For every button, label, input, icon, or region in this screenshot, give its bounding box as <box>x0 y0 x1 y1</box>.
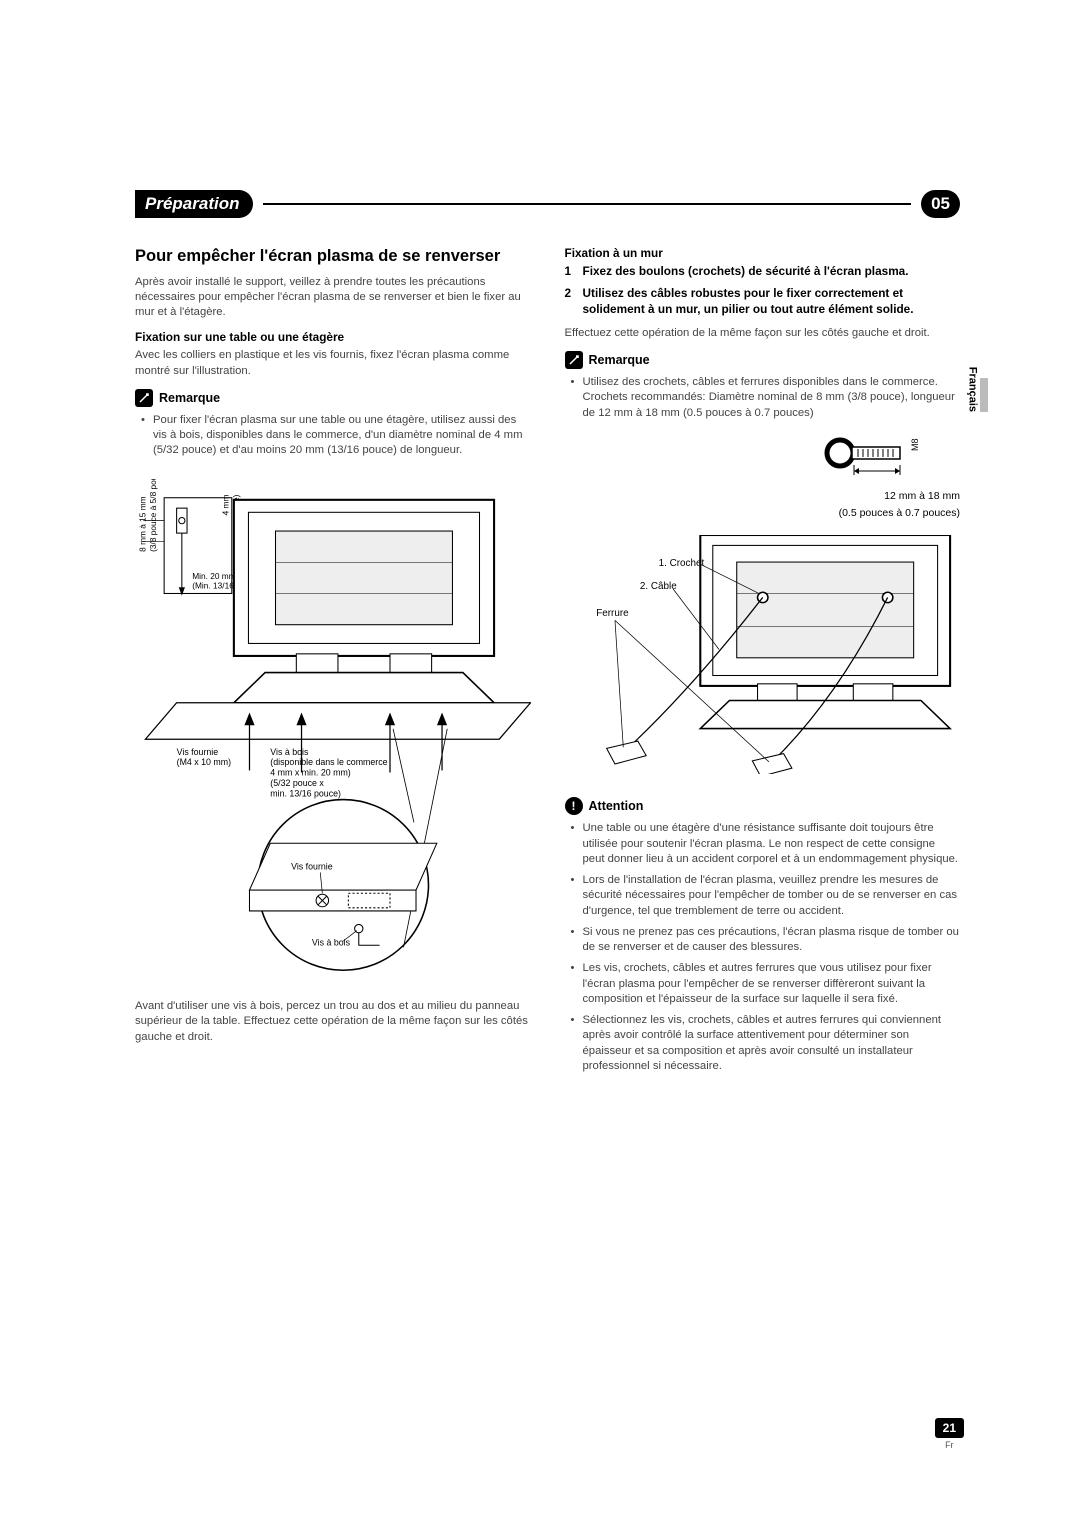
svg-text:(disponible dans le commerce: (disponible dans le commerce <box>270 757 387 767</box>
step-item: Utilisez des câbles robustes pour le fix… <box>565 286 961 318</box>
attention-item: Si vous ne prenez pas ces précautions, l… <box>575 925 961 956</box>
language-tab <box>980 378 988 412</box>
remarque-label: Remarque <box>589 353 650 367</box>
hook-diagram: M8 <box>810 431 960 487</box>
figure-table-mount: 8 mm à 15 mm (3/8 pouce à 5/8 pouce) 4 m… <box>135 479 531 979</box>
chapter-title: Préparation <box>135 190 253 218</box>
attention-item: Une table ou une étagère d'une résistanc… <box>575 821 961 867</box>
attention-item: Lors de l'installation de l'écran plasma… <box>575 873 961 919</box>
left-column: Pour empêcher l'écran plasma de se renve… <box>135 246 531 1084</box>
section-heading: Pour empêcher l'écran plasma de se renve… <box>135 246 531 267</box>
svg-text:Vis à bois: Vis à bois <box>270 746 309 756</box>
note-item: Pour fixer l'écran plasma sur une table … <box>145 413 531 459</box>
hook-range-imperial: (0.5 pouces à 0.7 pouces) <box>565 507 961 521</box>
svg-text:(5/32 pouce x: (5/32 pouce x <box>270 778 324 788</box>
step-after-text: Effectuez cette opération de la même faç… <box>565 326 961 341</box>
attention-icon: ! <box>565 797 583 815</box>
svg-text:Vis fournie: Vis fournie <box>177 746 219 756</box>
note-icon <box>135 389 153 407</box>
svg-text:1. Crochet: 1. Crochet <box>658 558 704 569</box>
remarque-label: Remarque <box>159 391 220 405</box>
page-lang-abbr: Fr <box>935 1440 964 1450</box>
remarque-callout: Remarque <box>135 389 531 407</box>
note-list: Utilisez des crochets, câbles et ferrure… <box>565 375 961 421</box>
svg-text:8 mm à 15 mm: 8 mm à 15 mm <box>137 496 147 552</box>
figure-caption: Avant d'utiliser une vis à bois, percez … <box>135 999 531 1045</box>
chapter-header: Préparation 05 <box>135 190 960 218</box>
step-item: Fixez des boulons (crochets) de sécurité… <box>565 264 961 280</box>
attention-callout: ! Attention <box>565 797 961 815</box>
page-number: 21 <box>935 1418 964 1438</box>
svg-text:(M4 x 10 mm): (M4 x 10 mm) <box>177 757 232 767</box>
attention-item: Sélectionnez les vis, crochets, câbles e… <box>575 1013 961 1074</box>
subheading-table: Fixation sur une table ou une étagère <box>135 330 531 344</box>
remarque-callout: Remarque <box>565 351 961 369</box>
note-icon <box>565 351 583 369</box>
right-column: Fixation à un mur Fixez des boulons (cro… <box>565 246 961 1084</box>
svg-text:(3/8 pouce à 5/8 pouce): (3/8 pouce à 5/8 pouce) <box>148 479 158 552</box>
hook-range: 12 mm à 18 mm <box>565 490 961 504</box>
svg-text:4 mm x min. 20 mm): 4 mm x min. 20 mm) <box>270 767 351 777</box>
attention-item: Les vis, crochets, câbles et autres ferr… <box>575 961 961 1007</box>
svg-text:Vis fournie: Vis fournie <box>291 861 333 871</box>
attention-list: Une table ou une étagère d'une résistanc… <box>565 821 961 1074</box>
chapter-number: 05 <box>921 190 960 218</box>
hook-diagram-wrap: M8 12 mm à 18 mm (0.5 pouces à 0.7 pouce… <box>565 431 961 521</box>
svg-text:2. Câble: 2. Câble <box>639 581 676 592</box>
svg-text:min. 13/16 pouce): min. 13/16 pouce) <box>270 788 341 798</box>
step-list: Fixez des boulons (crochets) de sécurité… <box>565 264 961 318</box>
svg-text:Ferrure: Ferrure <box>596 608 629 619</box>
note-item: Utilisez des crochets, câbles et ferrure… <box>575 375 961 421</box>
intro-text: Après avoir installé le support, veillez… <box>135 275 531 321</box>
note-list: Pour fixer l'écran plasma sur une table … <box>135 413 531 459</box>
attention-label: Attention <box>589 799 644 813</box>
svg-text:Vis à bois: Vis à bois <box>312 937 351 947</box>
language-label: Français <box>966 367 978 412</box>
sub-text: Avec les colliers en plastique et les vi… <box>135 348 531 379</box>
svg-text:M8: M8 <box>910 438 920 451</box>
page-footer: 21 Fr <box>935 1418 964 1450</box>
header-rule <box>263 203 911 205</box>
subheading-wall: Fixation à un mur <box>565 246 961 260</box>
figure-wall-mount: 1. Crochet 2. Câble Ferrure <box>565 535 961 774</box>
